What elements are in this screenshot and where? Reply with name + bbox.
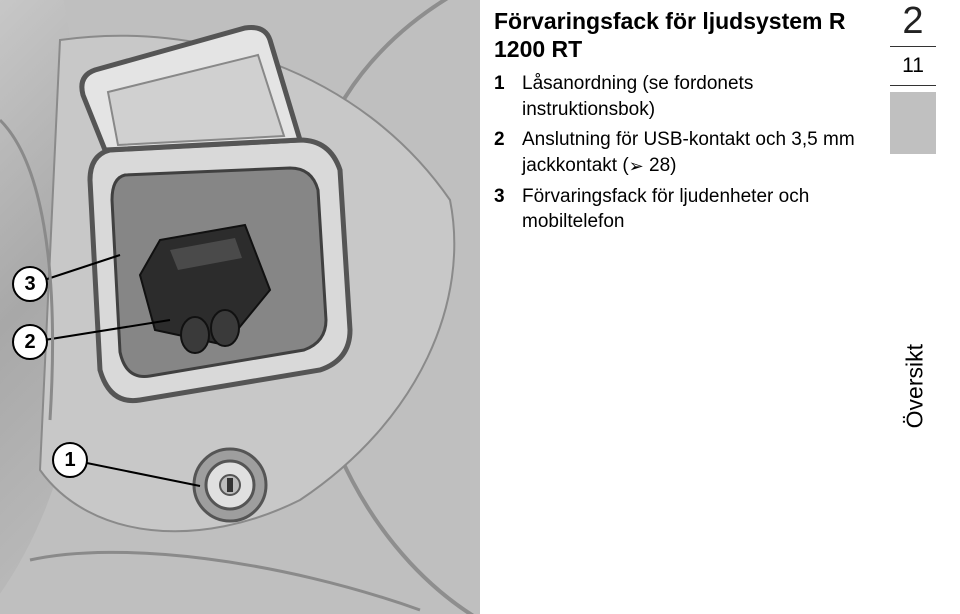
list-number: 1: [494, 71, 522, 97]
reference-page: 28: [649, 155, 670, 176]
chapter-number: 2: [902, 2, 923, 42]
list-item: 2 Anslutning för USB-kontakt och 3,5 mm …: [494, 127, 866, 178]
callout-label: 1: [64, 449, 75, 472]
callout-badge-2: 2: [12, 324, 48, 360]
callout-label: 2: [24, 331, 35, 354]
lock-cylinder: [194, 449, 266, 521]
list-text-part: ): [670, 155, 676, 176]
edge-column: 2 11 Översikt: [880, 0, 946, 614]
callout-badge-3: 3: [12, 266, 48, 302]
list-text: Anslutning för USB-kontakt och 3,5 mm ja…: [522, 127, 866, 178]
callout-label: 3: [24, 273, 35, 296]
text-column: Förvaringsfack för ljudsystem R 1200 RT …: [480, 0, 880, 614]
callout-badge-1: 1: [52, 442, 88, 478]
thumb-tab: [890, 92, 936, 154]
technical-illustration: 1 2 3: [0, 0, 480, 614]
list-item: 3 Förvaringsfack för ljudenheter och mob…: [494, 184, 866, 235]
reference-arrow-icon: ➢: [629, 156, 644, 176]
section-heading: Förvaringsfack för ljudsystem R 1200 RT: [494, 8, 866, 63]
list-text: Förvaringsfack för ljudenheter och mobil…: [522, 184, 866, 235]
section-tab-label: Översikt: [901, 344, 928, 428]
list-text-part: Anslutning för USB-kontakt och 3,5 mm ja…: [522, 129, 855, 176]
list-item: 1 Låsanordning (se fordonets instruktion…: [494, 71, 866, 122]
illustration-svg: [0, 0, 480, 614]
list-text: Låsanordning (se fordonets instruktionsb…: [522, 71, 866, 122]
page-number: 11: [890, 46, 936, 86]
list-number: 3: [494, 184, 522, 210]
manual-page: 1 2 3 Förvaringsfack för ljudsystem R 12…: [0, 0, 960, 614]
list-number: 2: [494, 127, 522, 153]
